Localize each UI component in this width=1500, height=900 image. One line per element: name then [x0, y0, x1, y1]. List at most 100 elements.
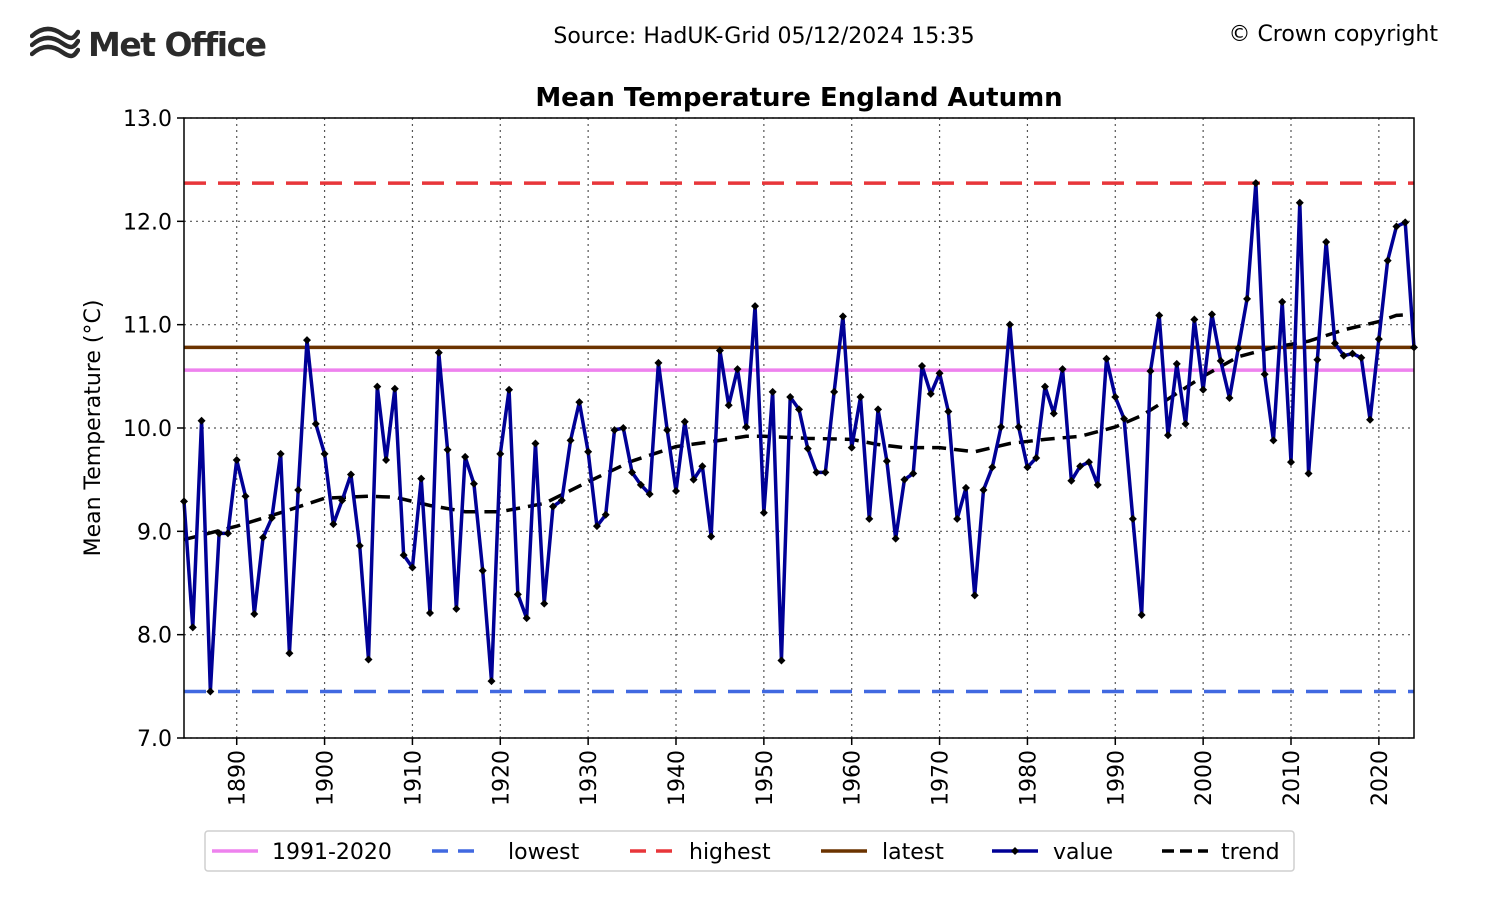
- value-point: [285, 649, 294, 658]
- value-point: [1357, 353, 1366, 362]
- y-tick-label: 10.0: [123, 417, 172, 442]
- value-point: [1076, 462, 1085, 471]
- value-point: [1005, 320, 1014, 329]
- value-point: [1348, 349, 1357, 358]
- value-point: [1313, 355, 1322, 364]
- value-point: [443, 445, 452, 454]
- value-point: [856, 393, 865, 401]
- value-point: [1374, 335, 1383, 344]
- x-tick-label: 1960: [841, 750, 866, 806]
- met-office-waves-icon: [30, 26, 80, 59]
- value-point: [1093, 480, 1102, 489]
- copyright-label: © Crown copyright: [1228, 22, 1438, 47]
- value-point: [874, 405, 883, 414]
- value-point: [478, 566, 487, 575]
- value-point: [1102, 354, 1111, 363]
- value-point: [715, 346, 724, 355]
- x-tick-label: 1980: [1016, 750, 1041, 806]
- legend-label-lowest: lowest: [508, 840, 580, 865]
- x-tick-label: 1950: [753, 750, 778, 806]
- value-point: [909, 469, 918, 478]
- value-point: [399, 551, 408, 560]
- value-point: [1243, 294, 1252, 303]
- axis-layer: 7.0 8.0 9.0 10.0 11.0 12.0 13.0 1890 1900 1910 192…: [123, 107, 1393, 806]
- value-point: [786, 393, 795, 401]
- value-point: [522, 614, 531, 623]
- value-point: [223, 529, 232, 538]
- value-point: [540, 599, 549, 608]
- value-point: [592, 522, 601, 531]
- value-point: [215, 529, 224, 538]
- value-point: [891, 534, 900, 543]
- value-point: [1366, 415, 1375, 424]
- value-point: [1190, 315, 1199, 324]
- value-point: [759, 508, 768, 517]
- value-point: [1225, 394, 1234, 403]
- value-point: [733, 365, 742, 374]
- value-point: [707, 532, 716, 541]
- value-point: [865, 514, 874, 523]
- value-point: [505, 385, 514, 394]
- value-point: [1067, 476, 1076, 485]
- value-point: [382, 456, 391, 465]
- value-point: [1278, 297, 1287, 306]
- value-point: [1207, 310, 1216, 319]
- value-point: [426, 608, 434, 617]
- value-point: [355, 541, 364, 550]
- x-tick-label: 1910: [401, 750, 426, 806]
- value-point: [276, 449, 285, 458]
- value-point: [513, 590, 522, 599]
- x-tick-label: 1900: [314, 750, 339, 806]
- value-point: [1128, 514, 1137, 523]
- value-point: [636, 480, 645, 489]
- x-tick-label: 1970: [929, 750, 954, 806]
- legend: 1991-2020 lowest highest latest value trend: [204, 830, 1295, 872]
- legend-label-trend: trend: [1221, 840, 1280, 865]
- value-point: [1330, 339, 1339, 348]
- value-point: [452, 604, 461, 613]
- value-point: [390, 384, 399, 393]
- value-point: [1181, 419, 1190, 428]
- value-point: [259, 533, 268, 542]
- value-point: [320, 449, 329, 458]
- value-point: [601, 510, 610, 519]
- value-point: [953, 514, 962, 523]
- value-point: [1401, 218, 1410, 227]
- series-layer: [180, 179, 1418, 696]
- y-tick-label: 13.0: [123, 107, 172, 132]
- value-point: [487, 677, 496, 686]
- value-point: [584, 447, 593, 456]
- value-point: [944, 407, 953, 416]
- value-point: [882, 457, 891, 466]
- value-point: [1216, 356, 1225, 365]
- value-point: [672, 487, 680, 496]
- value-point: [1023, 463, 1032, 472]
- value-point: [250, 610, 259, 618]
- x-tick-label: 1990: [1104, 750, 1129, 806]
- value-point: [1287, 458, 1295, 467]
- value-point: [1260, 370, 1269, 379]
- value-point: [803, 444, 812, 453]
- value-point: [496, 449, 505, 458]
- value-point: [795, 405, 803, 414]
- value-point: [997, 422, 1006, 431]
- value-point: [689, 475, 698, 484]
- value-point: [663, 426, 672, 435]
- value-point: [188, 623, 197, 632]
- value-point: [461, 452, 470, 461]
- value-point: [970, 591, 979, 600]
- value-point: [232, 456, 241, 465]
- value-point: [961, 483, 970, 492]
- value-point: [935, 369, 944, 378]
- value-point: [338, 496, 347, 505]
- value-point: [1172, 359, 1181, 368]
- value-point: [1111, 393, 1120, 401]
- value-point: [197, 416, 206, 425]
- value-point: [575, 398, 584, 407]
- value-point: [812, 468, 821, 477]
- value-point: [1392, 222, 1401, 231]
- value-point: [1137, 611, 1146, 620]
- value-line: [182, 181, 1416, 694]
- value-point: [1383, 256, 1392, 265]
